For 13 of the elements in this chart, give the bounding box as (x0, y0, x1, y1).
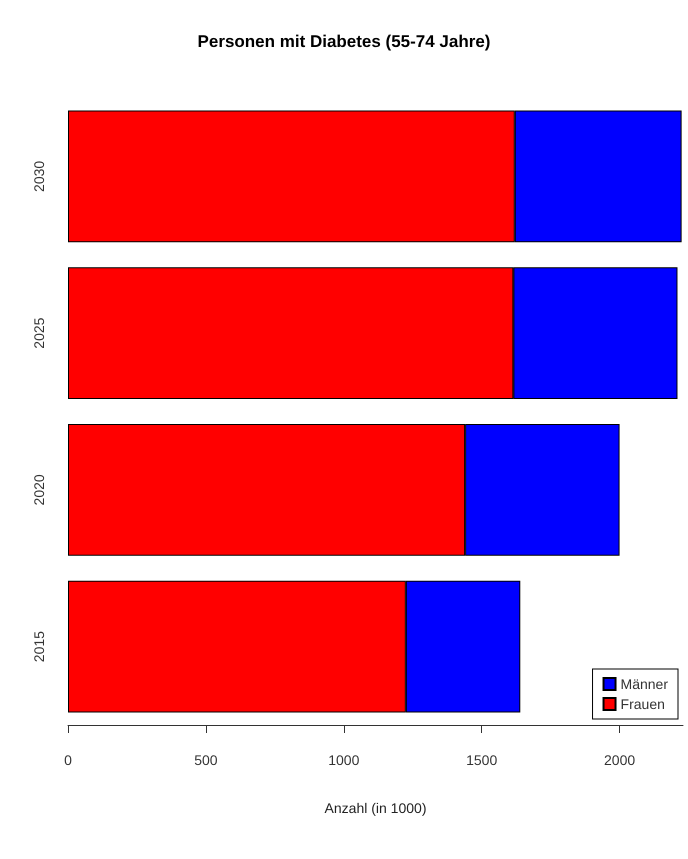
x-tick-label: 2000 (604, 752, 636, 768)
x-tick-label: 0 (64, 752, 72, 768)
legend-label: Männer (620, 676, 668, 692)
chart-title: Personen mit Diabetes (55-74 Jahre) (198, 32, 490, 51)
legend-label: Frauen (620, 696, 665, 712)
x-axis-title: Anzahl (in 1000) (324, 800, 426, 816)
x-tick-label: 1500 (466, 752, 498, 768)
y-tick-label: 2025 (31, 317, 47, 349)
y-tick-label: 2020 (31, 474, 47, 506)
y-tick-label: 2015 (31, 630, 47, 662)
x-tick-label: 1000 (328, 752, 360, 768)
x-tick-label: 500 (194, 752, 218, 768)
y-tick-label: 2030 (31, 160, 47, 192)
